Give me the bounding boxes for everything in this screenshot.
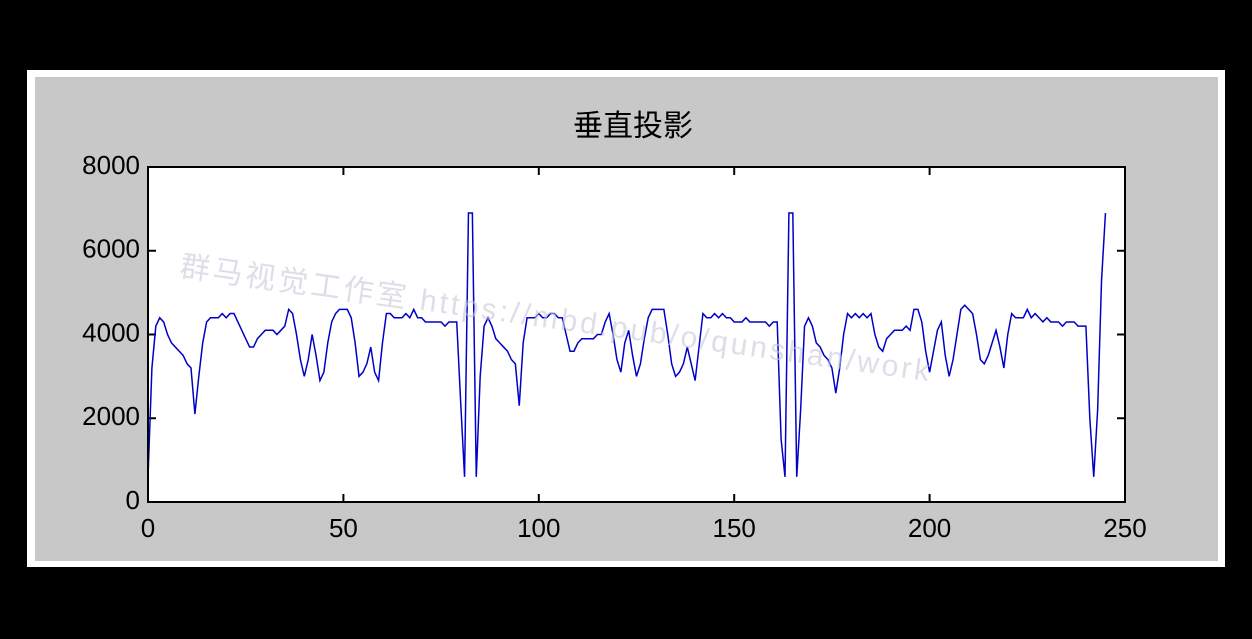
y-tick-label: 2000: [82, 401, 140, 431]
y-tick-label: 8000: [82, 150, 140, 180]
x-tick-label: 200: [908, 513, 951, 543]
y-tick-label: 0: [126, 485, 140, 515]
x-tick-label: 100: [517, 513, 560, 543]
axes-box: [147, 166, 1126, 503]
x-tick-label: 50: [329, 513, 358, 543]
y-tick-label: 4000: [82, 317, 140, 347]
x-tick-label: 150: [713, 513, 756, 543]
x-tick-label: 250: [1103, 513, 1146, 543]
chart-title: 垂直投影: [573, 110, 693, 143]
plot-area: [148, 167, 1125, 502]
y-tick-label: 6000: [82, 234, 140, 264]
x-tick-label: 0: [141, 513, 155, 543]
data-line: [147, 212, 1107, 477]
